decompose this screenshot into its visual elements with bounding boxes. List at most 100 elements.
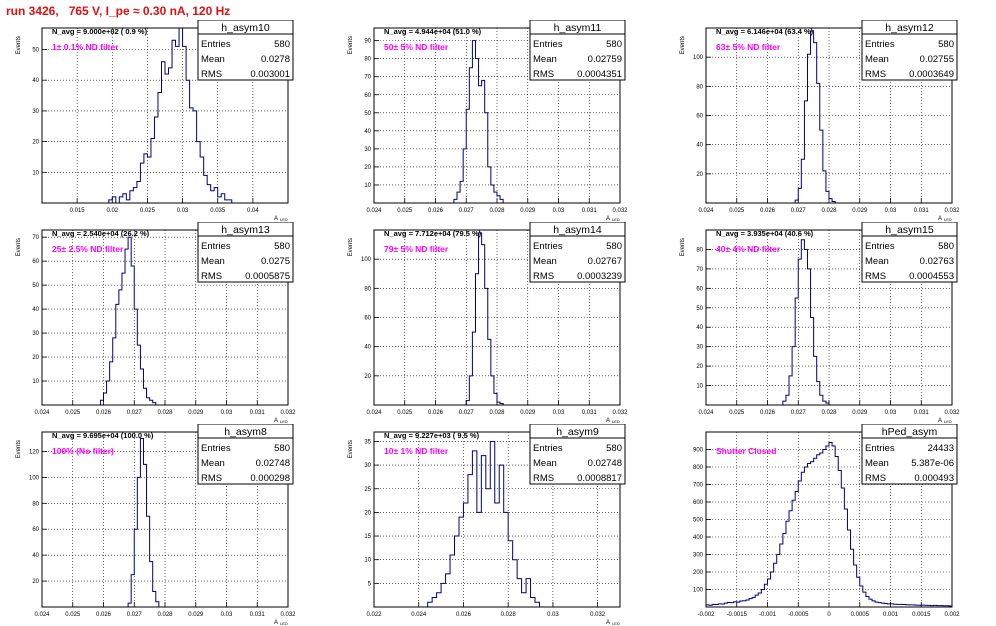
navg-label: N_avg = 6.146e+04 (63.4 %) xyxy=(716,27,814,36)
y-tick-label: 20 xyxy=(32,140,39,146)
stats-value: 0.02759 xyxy=(588,54,622,65)
histogram-bars xyxy=(705,442,953,607)
histogram-h_asym11: 0.024 0.025 0.026 0.027 0.028 0.029 0.03 0.031 0… xyxy=(348,20,628,222)
histogram-bars xyxy=(782,239,830,405)
x-tick-label: 0.032 xyxy=(944,410,960,416)
stats-label: Entries xyxy=(865,39,895,50)
stats-title: h_asym12 xyxy=(885,22,934,34)
y-tick-label: 40 xyxy=(32,307,39,313)
stats-box xyxy=(197,33,294,81)
filter-note: 100% (No filter) xyxy=(52,446,114,456)
y-tick-label: 100 xyxy=(29,475,40,481)
stats-value: 0.0003649 xyxy=(909,69,954,80)
stats-label: Entries xyxy=(533,241,563,252)
x-axis-label-subscript: LED xyxy=(280,419,288,424)
stats-value: 580 xyxy=(938,39,954,50)
y-tick-label: 10 xyxy=(696,384,703,390)
y-tick-label: 50 xyxy=(696,306,703,312)
stats-label: RMS xyxy=(201,473,222,484)
x-tick-label: 0.03 xyxy=(885,410,897,416)
stats-value: 0.02748 xyxy=(256,458,290,469)
y-tick-label: 700 xyxy=(693,483,704,489)
stats-value: 0.0004553 xyxy=(909,271,954,282)
stats-value: 0.02767 xyxy=(588,256,622,267)
histogram-bars xyxy=(453,40,504,203)
navg-label: N_avg = 2.540e+04 (26.2 %) xyxy=(52,229,150,238)
stats-label: Entries xyxy=(201,241,231,252)
x-tick-label: -0.001 xyxy=(759,612,777,618)
x-tick-label: 0.032 xyxy=(590,612,606,618)
stats-title: hPed_asym xyxy=(882,426,938,438)
stats-label: Mean xyxy=(865,256,889,267)
x-tick-label: 0.0005 xyxy=(851,612,870,618)
stats-box xyxy=(529,437,626,485)
y-tick-label: 60 xyxy=(32,259,39,265)
histogram-bars xyxy=(108,27,233,204)
y-tick-label: 15 xyxy=(364,534,371,540)
y-tick-label: 80 xyxy=(364,57,371,63)
x-tick-label: 0.028 xyxy=(157,612,173,618)
filter-note: 1± 0.1% ND filter xyxy=(52,42,119,52)
stats-label: RMS xyxy=(865,271,886,282)
x-tick-label: 0.03 xyxy=(553,208,565,214)
y-tick-label: 30 xyxy=(364,147,371,153)
stats-box xyxy=(529,33,626,81)
y-tick-label: 50 xyxy=(32,47,39,53)
stats-label: RMS xyxy=(533,69,554,80)
stats-title: h_asym8 xyxy=(224,426,267,438)
stats-value: 0.0003239 xyxy=(577,271,622,282)
y-tick-label: 5 xyxy=(368,581,372,587)
navg-label: N_avg = 9.227e+03 ( 9.5 %) xyxy=(384,431,480,440)
x-tick-label: 0.032 xyxy=(612,410,628,416)
x-tick-label: 0.026 xyxy=(96,410,112,416)
stats-value: 0.02763 xyxy=(920,256,954,267)
stats-box xyxy=(197,235,294,283)
y-tick-label: 40 xyxy=(696,325,703,331)
stats-label: Entries xyxy=(533,443,563,454)
x-tick-label: 0.0015 xyxy=(912,612,931,618)
y-tick-label: 70 xyxy=(32,235,39,241)
stats-box xyxy=(861,33,958,81)
x-tick-label: 0.028 xyxy=(821,410,837,416)
stats-value: 580 xyxy=(274,241,290,252)
stats-value: 0.0278 xyxy=(261,54,290,65)
histogram-h_asym10: 0.015 0.02 0.025 0.03 0.035 0.04 10 20 30 40 50 Eve… xyxy=(16,20,294,222)
x-axis-label: A LED xyxy=(274,418,288,424)
navg-label: N_avg = 9.000e+02 ( 0.9 %) xyxy=(52,27,148,36)
x-axis-label-subscript: LED xyxy=(612,217,620,222)
stats-value: 580 xyxy=(606,443,622,454)
x-tick-label: 0.035 xyxy=(210,208,226,214)
stats-value: 0.0004351 xyxy=(577,69,622,80)
stats-box xyxy=(861,235,958,283)
stats-title: h_asym11 xyxy=(554,22,602,34)
stats-value: 0.02748 xyxy=(588,458,622,469)
y-tick-label: 40 xyxy=(364,129,371,135)
x-axis-label: A LED xyxy=(938,418,952,424)
stats-value: 5.387e-06 xyxy=(911,458,954,469)
stats-label: Mean xyxy=(201,256,225,267)
x-tick-label: 0.026 xyxy=(428,410,444,416)
stats-value: 0.0275 xyxy=(261,256,290,267)
x-tick-label: 0.029 xyxy=(188,612,204,618)
y-tick-label: 200 xyxy=(693,570,704,576)
y-tick-label: 100 xyxy=(693,55,704,61)
x-tick-label: 0.025 xyxy=(729,410,745,416)
stats-label: RMS xyxy=(865,473,886,484)
x-tick-label: 0.02 xyxy=(106,208,118,214)
y-axis-label: Events xyxy=(16,36,22,54)
x-tick-label: 0.03 xyxy=(177,208,189,214)
x-tick-label: 0.026 xyxy=(428,208,444,214)
histogram-h_asym13: 0.024 0.025 0.026 0.027 0.028 0.029 0.03 0.031 0… xyxy=(16,222,296,424)
x-tick-label: 0.027 xyxy=(791,208,807,214)
stats-label: Entries xyxy=(865,443,895,454)
stats-value: 580 xyxy=(606,39,622,50)
stats-value: 0.02755 xyxy=(920,54,954,65)
x-tick-label: 0.03 xyxy=(221,612,233,618)
x-tick-label: 0.027 xyxy=(127,410,143,416)
x-axis-label: A LED xyxy=(606,620,620,626)
x-tick-label: 0.026 xyxy=(760,208,776,214)
x-tick-label: 0.024 xyxy=(34,612,50,618)
x-tick-label: 0.027 xyxy=(459,410,475,416)
x-tick-label: 0.024 xyxy=(34,410,50,416)
stats-label: Mean xyxy=(201,54,225,65)
